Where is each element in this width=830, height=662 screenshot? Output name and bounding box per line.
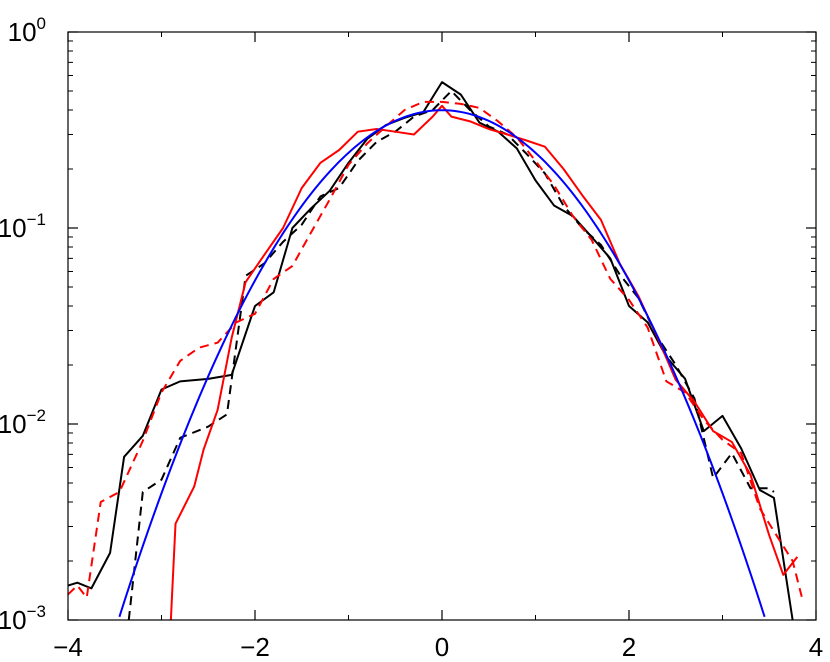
series-line-3 [169,104,799,620]
x-tick-label: 4 [809,632,823,662]
y-tick-label: 100 [8,14,46,47]
y-tick-exponent: 0 [37,14,46,33]
y-tick-exponent: −1 [27,210,46,229]
x-tick-label: −4 [53,632,83,662]
x-tick-label: 2 [622,632,636,662]
y-tick-label: 10−2 [0,406,46,439]
series-line-1 [68,81,794,620]
x-tick-label: −2 [240,632,270,662]
y-tick-label: 10−1 [0,210,46,243]
x-tick-label: 0 [435,632,449,662]
y-tick-exponent: −3 [27,602,46,621]
series-layer [68,81,803,620]
plot-frame [67,31,817,621]
series-line-4 [68,100,803,599]
y-tick-exponent: −2 [27,406,46,425]
series-line-5 [118,109,766,618]
label-layer: −4 −2 0 2 4 100 10−1 10−2 10−3 [0,14,823,662]
tick-layer [67,31,817,621]
series-line-2 [127,90,775,620]
y-tick-label: 10−3 [0,602,46,635]
